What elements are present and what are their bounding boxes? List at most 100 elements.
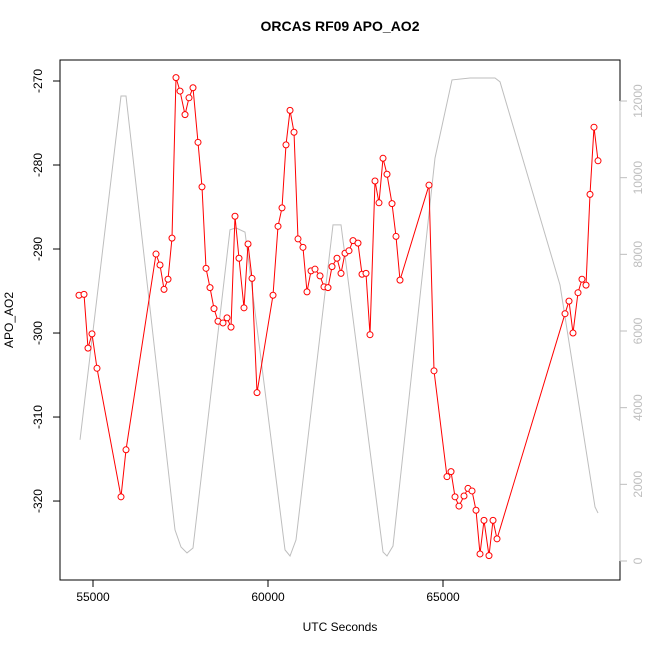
data-point	[337, 269, 345, 277]
chart-title: ORCAS RF09 APO_AO2	[261, 18, 420, 34]
data-point	[223, 314, 231, 322]
data-point	[294, 235, 302, 243]
data-point	[578, 275, 586, 283]
data-point	[582, 281, 590, 289]
data-point	[84, 344, 92, 352]
y2-tick-label: 4000	[631, 394, 645, 421]
data-point	[476, 550, 484, 558]
data-point	[198, 183, 206, 191]
y2-tick-label: 0	[631, 557, 645, 564]
y2-tick-label: 2000	[631, 471, 645, 498]
series-line	[79, 77, 599, 557]
y-tick-label: -290	[31, 237, 45, 261]
data-point	[493, 535, 501, 543]
data-point	[172, 74, 180, 82]
data-point	[316, 272, 324, 280]
data-point	[117, 493, 125, 501]
data-point	[168, 234, 176, 242]
data-point	[383, 170, 391, 178]
data-point	[379, 154, 387, 162]
data-point	[396, 276, 404, 284]
data-point	[480, 516, 488, 524]
data-point	[586, 190, 594, 198]
x-tick-label: 60000	[251, 590, 285, 604]
data-point	[248, 274, 256, 282]
data-point	[362, 269, 370, 277]
data-point	[160, 285, 168, 293]
data-point	[164, 275, 172, 283]
data-point	[235, 254, 243, 262]
data-point	[425, 181, 433, 189]
data-point	[590, 123, 598, 131]
y-tick-label: -280	[31, 153, 45, 177]
data-point	[286, 106, 294, 114]
y-tick-label: -300	[31, 321, 45, 345]
data-point	[455, 502, 463, 510]
data-point	[443, 473, 451, 481]
data-point	[472, 506, 480, 514]
data-point	[375, 199, 383, 207]
data-point	[366, 331, 374, 339]
data-point	[189, 84, 197, 92]
data-point	[231, 212, 239, 220]
data-point	[324, 284, 332, 292]
data-point	[88, 330, 96, 338]
data-point	[485, 552, 493, 560]
data-point	[311, 265, 319, 273]
data-point	[156, 261, 164, 269]
data-point	[122, 446, 130, 454]
data-point	[206, 284, 214, 292]
data-point	[371, 177, 379, 185]
data-point	[447, 468, 455, 476]
data-point	[460, 492, 468, 500]
data-point	[392, 232, 400, 240]
y-tick-label: -320	[31, 489, 45, 513]
data-point	[185, 94, 193, 102]
x-tick-label: 55000	[76, 590, 110, 604]
y-tick-label: -310	[31, 405, 45, 429]
data-point	[80, 290, 88, 298]
x-tick-label: 65000	[426, 590, 460, 604]
data-point	[290, 128, 298, 136]
data-point	[561, 310, 569, 318]
data-point	[468, 487, 476, 495]
y2-tick-label: 6000	[631, 317, 645, 344]
y-tick-label: -270	[31, 69, 45, 93]
data-point	[202, 264, 210, 272]
data-point	[176, 87, 184, 95]
data-point	[569, 329, 577, 337]
data-point	[451, 493, 459, 501]
y2-tick-label: 12000	[631, 84, 645, 118]
data-point	[430, 367, 438, 375]
data-point	[565, 297, 573, 305]
data-point	[299, 243, 307, 251]
data-point	[274, 222, 282, 230]
data-point	[354, 239, 362, 247]
y-axis-label: APO_AO2	[2, 292, 16, 348]
data-point	[489, 516, 497, 524]
data-point	[219, 319, 227, 327]
data-point	[194, 138, 202, 146]
y2-tick-label: 10000	[631, 161, 645, 195]
data-point	[282, 141, 290, 149]
data-point	[278, 204, 286, 212]
data-point	[240, 304, 248, 312]
data-point	[345, 247, 353, 255]
data-point	[303, 288, 311, 296]
data-point	[594, 157, 602, 165]
data-point	[210, 305, 218, 313]
data-point	[227, 323, 235, 331]
plot-box	[59, 59, 621, 581]
data-point	[244, 240, 252, 248]
data-point	[388, 200, 396, 208]
data-point	[93, 364, 101, 372]
data-point	[269, 291, 277, 299]
data-point	[181, 111, 189, 119]
x-axis-label: UTC Seconds	[303, 620, 378, 634]
y2-tick-label: 8000	[631, 241, 645, 268]
data-point	[333, 254, 341, 262]
data-point	[253, 389, 261, 397]
data-point	[152, 250, 160, 258]
